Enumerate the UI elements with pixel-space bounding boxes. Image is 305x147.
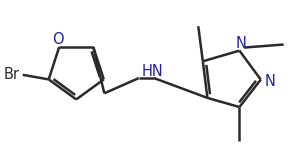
Text: Br: Br <box>4 67 20 82</box>
Text: N: N <box>264 74 275 89</box>
Text: HN: HN <box>142 65 163 80</box>
Text: O: O <box>52 32 63 47</box>
Text: N: N <box>235 36 246 51</box>
